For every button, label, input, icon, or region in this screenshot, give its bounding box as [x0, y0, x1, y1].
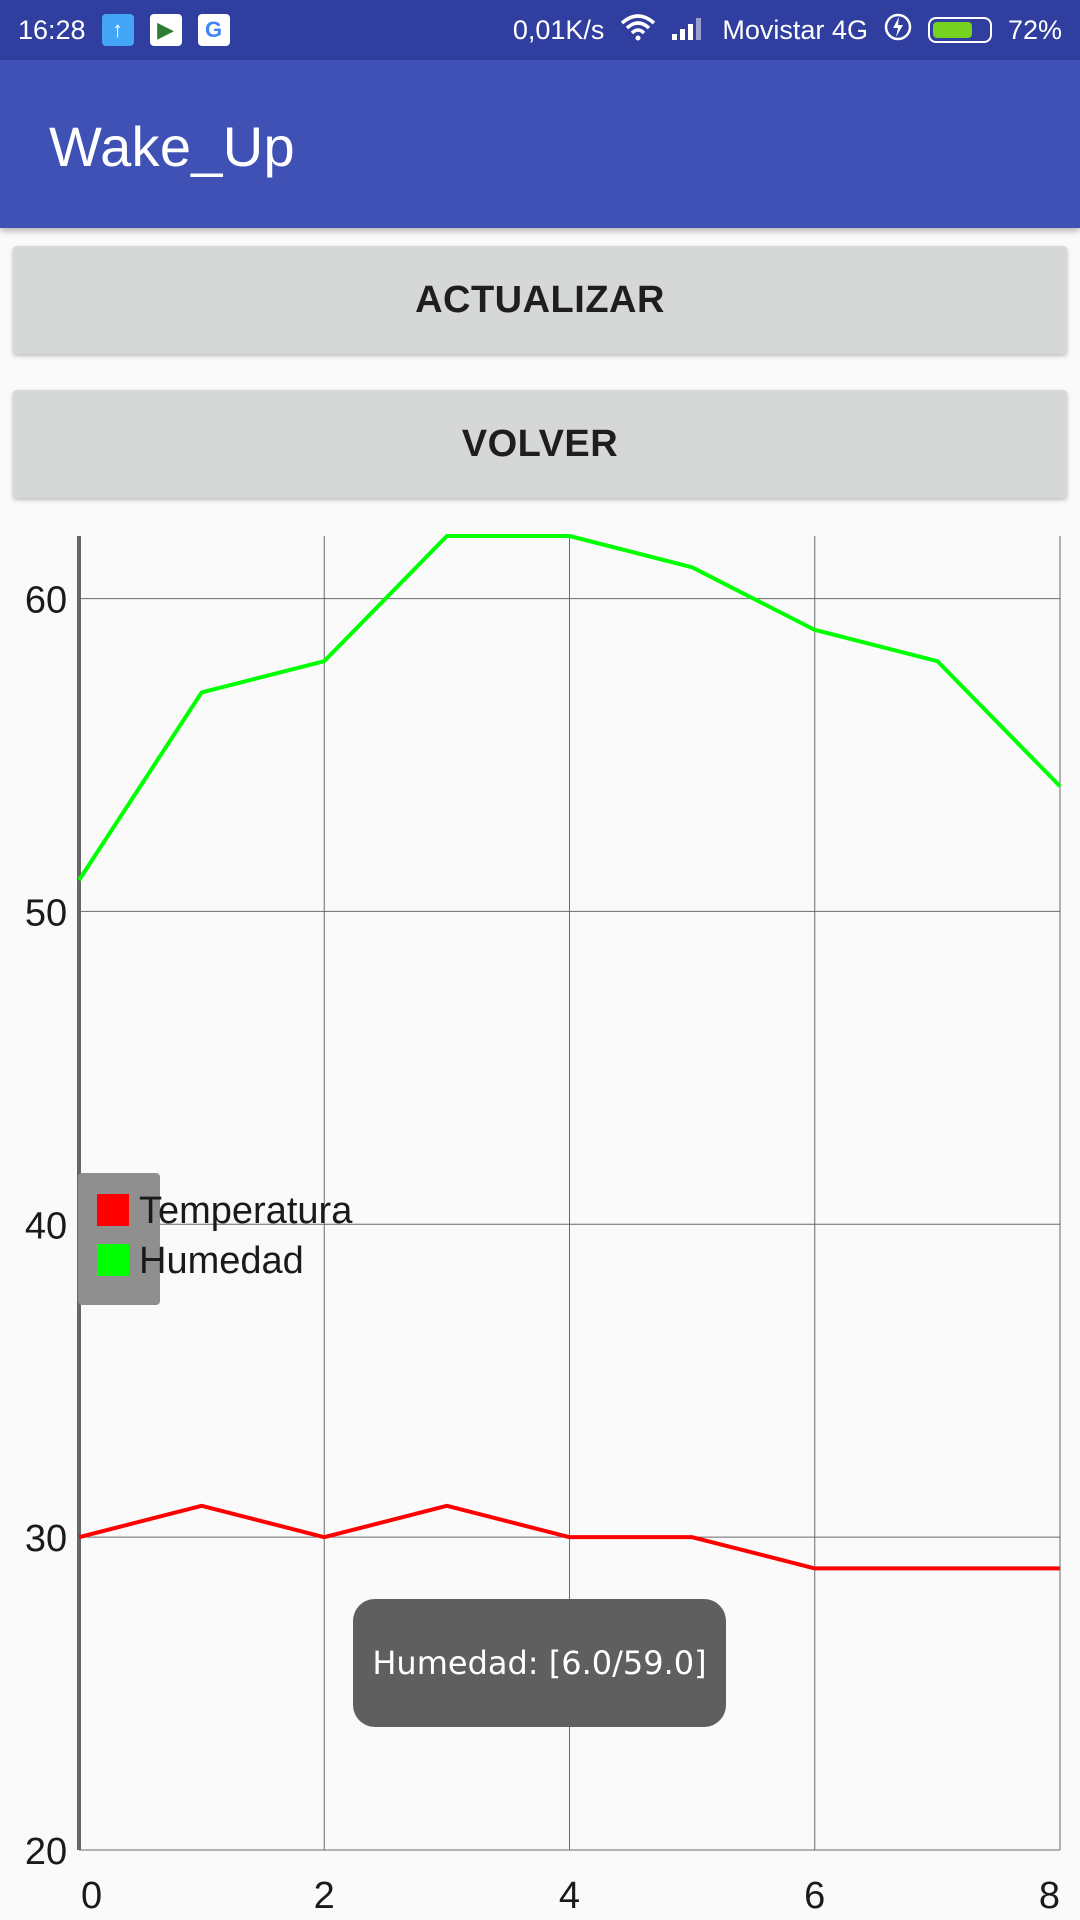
app-title: Wake_Up — [49, 115, 295, 178]
status-bar: 16:28 ↑ ▶ G 0,01K/s Movistar 4G — [0, 0, 1080, 60]
battery-icon — [927, 17, 992, 43]
legend-swatch — [97, 1194, 129, 1226]
signal-icon — [672, 14, 706, 47]
google-icon: G — [197, 14, 230, 46]
legend-item-humedad: Humedad — [97, 1240, 304, 1282]
carrier-name: Movistar 4G — [722, 14, 868, 45]
refresh-button[interactable]: ACTUALIZAR — [13, 246, 1067, 354]
legend-label: Humedad — [139, 1240, 304, 1282]
series-line-humedad — [77, 534, 1062, 882]
y-tick-label: 40 — [25, 1205, 67, 1247]
legend-swatch — [97, 1244, 129, 1276]
battery-level-fill — [932, 22, 972, 38]
app-bar: Wake_Up — [0, 60, 1080, 228]
y-tick-label: 60 — [25, 580, 67, 622]
line-chart[interactable]: 20 30 40 50 60 0 2 4 6 8 — [0, 520, 1080, 1920]
series-line-temperatura — [78, 1503, 1060, 1571]
charging-bolt-icon — [884, 12, 912, 49]
y-tick-label: 20 — [25, 1831, 67, 1873]
status-time: 16:28 — [18, 14, 86, 45]
upload-arrow-icon: ↑ — [101, 14, 134, 46]
back-button[interactable]: VOLVER — [13, 390, 1067, 498]
legend-label: Temperatura — [139, 1190, 353, 1232]
battery-percentage: 72% — [1007, 14, 1062, 45]
x-tick-label: 0 — [81, 1875, 102, 1917]
x-tick-label: 6 — [804, 1875, 825, 1917]
x-tick-label: 2 — [314, 1875, 335, 1917]
legend-item-temperatura: Temperatura — [97, 1190, 352, 1232]
network-speed: 0,01K/s — [512, 14, 605, 45]
x-tick-label: 4 — [559, 1875, 580, 1917]
x-tick-label: 8 — [1039, 1875, 1060, 1917]
toast-message: Humedad: [6.0/59.0] — [353, 1599, 726, 1727]
chart-canvas[interactable]: 20 30 40 50 60 0 2 4 6 8 — [0, 520, 1080, 1920]
y-tick-label: 50 — [25, 892, 67, 934]
play-store-icon: ▶ — [149, 14, 182, 46]
wifi-icon — [620, 13, 656, 48]
y-tick-label: 30 — [25, 1518, 67, 1560]
